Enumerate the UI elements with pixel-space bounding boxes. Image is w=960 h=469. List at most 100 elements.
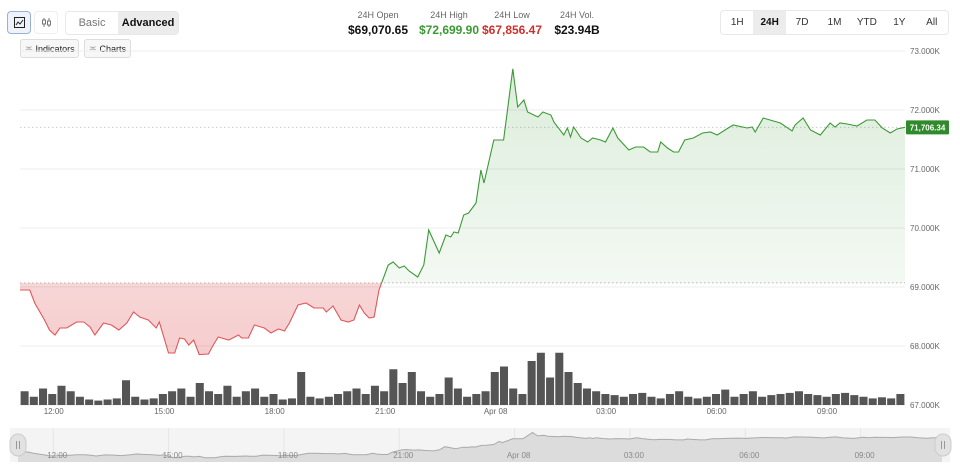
volume-bar [776, 394, 785, 405]
volume-bar [140, 399, 149, 405]
mode-basic-button[interactable]: Basic [78, 17, 106, 29]
volume-bar [656, 398, 665, 405]
volume-bar [177, 388, 186, 405]
indicators-button[interactable]: ≍ Indicators [20, 39, 79, 58]
volume-bar [712, 394, 721, 405]
navigator-left-handle[interactable] [9, 433, 27, 457]
navigator-tick-label: 21:00 [393, 451, 414, 460]
range-ytd-button[interactable]: YTD [856, 17, 877, 28]
volume-bar [693, 398, 702, 405]
stat-label: 24H Low [494, 10, 530, 20]
volume-bar [499, 366, 508, 405]
navigator-tick-label: 15:00 [163, 451, 184, 460]
volume-bar [555, 352, 564, 405]
volume-bar [389, 369, 398, 405]
navigator-line [18, 431, 943, 459]
charts-icon: ≍ [89, 43, 97, 53]
stat-label: 24H Vol. [559, 10, 595, 20]
volume-bar [684, 396, 693, 405]
volume-bar [730, 396, 739, 405]
navigator-tick-label: Apr 08 [507, 451, 531, 460]
range-7d-button[interactable]: 7D [795, 17, 809, 28]
x-tick-label: 18:00 [265, 407, 286, 416]
current-price-label: 71,706.34 [910, 123, 946, 132]
navigator-right-handle[interactable] [934, 433, 952, 457]
mode-toggle: Basic Advanced [65, 11, 179, 35]
volume-bar [232, 396, 241, 405]
volume-bar [822, 396, 831, 405]
stat-value: $67,856.47 [481, 23, 543, 37]
volume-bar [29, 396, 38, 405]
volume-bar [794, 391, 803, 405]
navigator-tick-label: 03:00 [624, 451, 645, 460]
volume-bar [748, 391, 757, 405]
y-tick-label: 72.000K [910, 106, 940, 115]
volume-bar [767, 395, 776, 405]
volume-bar [214, 394, 223, 405]
mode-advanced-button[interactable]: Advanced [118, 12, 178, 34]
volume-bar [324, 396, 333, 405]
volume-bar [647, 396, 656, 405]
stat-value: $72,699.90 [418, 23, 480, 37]
volume-bar [168, 391, 177, 405]
volume-bar [481, 391, 490, 405]
charts-button[interactable]: ≍ Charts [84, 39, 131, 58]
navigator-tick-label: 06:00 [739, 451, 760, 460]
volume-bar [444, 377, 453, 405]
volume-bar [896, 394, 905, 405]
volume-bar [417, 391, 426, 405]
volume-bar [39, 388, 48, 405]
handle-grip[interactable] [9, 433, 27, 457]
volume-bar [619, 396, 628, 405]
stat-24h-high: 24H High $72,699.90 [414, 10, 484, 37]
candlestick-icon [41, 18, 51, 27]
volume-bar [380, 391, 389, 405]
volume-bar [610, 395, 619, 405]
stat-label: 24H High [430, 10, 468, 20]
volume-bar [601, 394, 610, 405]
chart-type-line-button[interactable] [7, 11, 31, 34]
navigator-tick-label: 12:00 [47, 451, 68, 460]
handle-grip[interactable] [934, 433, 952, 457]
volume-bar [841, 392, 850, 405]
range-1h-button[interactable]: 1H [730, 17, 744, 28]
price-area-up [381, 68, 905, 283]
volume-bar [306, 396, 315, 405]
volume-bar [260, 396, 269, 405]
x-tick-label: 12:00 [44, 407, 65, 416]
volume-bar [665, 394, 674, 405]
volume-bar [195, 383, 204, 405]
range-all-button[interactable]: All [926, 17, 938, 28]
volume-bar [859, 396, 868, 405]
volume-bar [638, 392, 647, 405]
chart-type-candlestick-button[interactable] [34, 11, 58, 34]
volume-bar [582, 388, 591, 405]
volume-bar [223, 385, 232, 405]
volume-bar [241, 391, 250, 405]
indicators-icon: ≍ [25, 43, 33, 53]
volume-bar [103, 399, 112, 405]
range-24h-button[interactable]: 24H [753, 11, 786, 34]
volume-bar [472, 394, 481, 405]
range-1m-button[interactable]: 1M [827, 17, 842, 28]
y-tick-label: 68.000K [910, 342, 940, 351]
volume-bar [831, 394, 840, 405]
volume-bar [66, 391, 75, 405]
volume-bar [297, 372, 306, 405]
volume-bar [804, 394, 813, 405]
volume-bar [122, 380, 131, 405]
volume-bar [435, 394, 444, 405]
y-tick-label: 71.000K [910, 165, 940, 174]
price-line-down [20, 282, 383, 356]
price-line-up [381, 68, 906, 283]
volume-bar [315, 398, 324, 405]
y-tick-label: 69.000K [910, 283, 940, 292]
stat-label: 24H Open [357, 10, 399, 20]
range-1y-button[interactable]: 1Y [893, 17, 906, 28]
volume-bar [204, 391, 213, 405]
stat-24h-open: 24H Open $69,070.65 [343, 10, 413, 37]
y-tick-label: 67.000K [910, 401, 940, 410]
time-range-selector: 1H 24H 7D 1M YTD 1Y All [720, 10, 949, 35]
volume-bar [527, 361, 536, 405]
